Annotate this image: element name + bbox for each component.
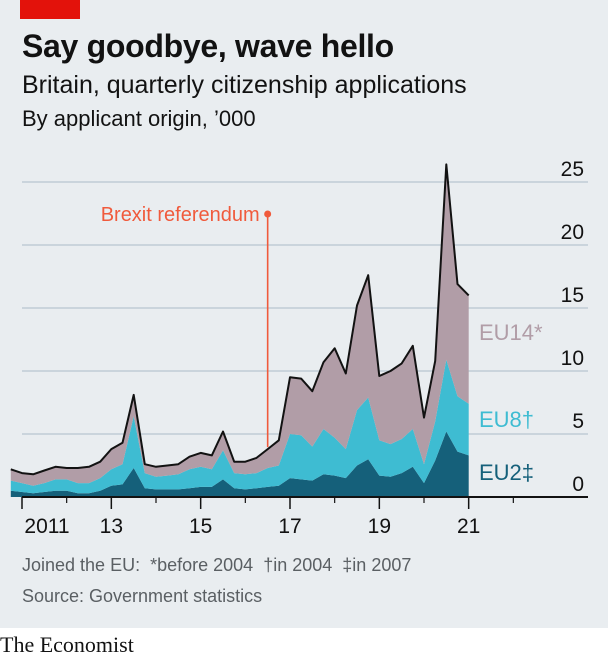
chart-unit-label: By applicant origin, ’000 (22, 106, 256, 131)
chart-title: Say goodbye, wave hello (22, 28, 394, 64)
x-tick-label-2011: 2011 (24, 515, 69, 538)
brand-red-tag (20, 0, 80, 19)
y-tick-label-25: 25 (561, 158, 584, 181)
y-tick-label-15: 15 (561, 284, 584, 307)
area-eu14 (10, 164, 469, 486)
eu-join-note: Joined the EU: *before 2004 †in 2004 ‡in… (22, 555, 411, 576)
chart-subtitle: Britain, quarterly citizenship applicati… (22, 71, 467, 99)
joined-eu-label: Joined the EU: (22, 555, 141, 575)
x-tick-label-2019: 19 (368, 515, 391, 538)
x-tick-label-2015: 15 (189, 515, 212, 538)
y-tick-label-10: 10 (561, 347, 584, 370)
x-tick-label-2017: 17 (278, 515, 301, 538)
x-tick-label-2021: 21 (457, 515, 480, 538)
source-note: Source: Government statistics (22, 586, 263, 606)
y-tick-label-0: 0 (572, 473, 584, 496)
chart-panel (0, 0, 608, 628)
area-eu2 (10, 431, 469, 497)
note-eu8: †in 2004 (263, 555, 333, 575)
brexit-marker-dot (264, 210, 272, 218)
note-eu14: *before 2004 (150, 555, 254, 575)
series-label-eu2: EU2‡ (479, 460, 534, 485)
y-tick-label-20: 20 (561, 221, 584, 244)
stacked-area-chart: 0 5 10 15 20 25 2011 13 15 17 19 21 Brexit referendu… (10, 158, 588, 538)
total-line (10, 163, 470, 476)
area-eu8 (10, 359, 469, 494)
note-eu2: ‡in 2007 (342, 555, 412, 575)
brexit-annotation-label: Brexit referendum (101, 204, 260, 226)
x-tick-label-2013: 13 (100, 515, 123, 538)
y-tick-label-5: 5 (572, 410, 584, 433)
economist-logo: The Economist (0, 632, 134, 657)
series-label-eu14: EU14* (479, 320, 543, 345)
series-label-eu8: EU8† (479, 407, 534, 432)
